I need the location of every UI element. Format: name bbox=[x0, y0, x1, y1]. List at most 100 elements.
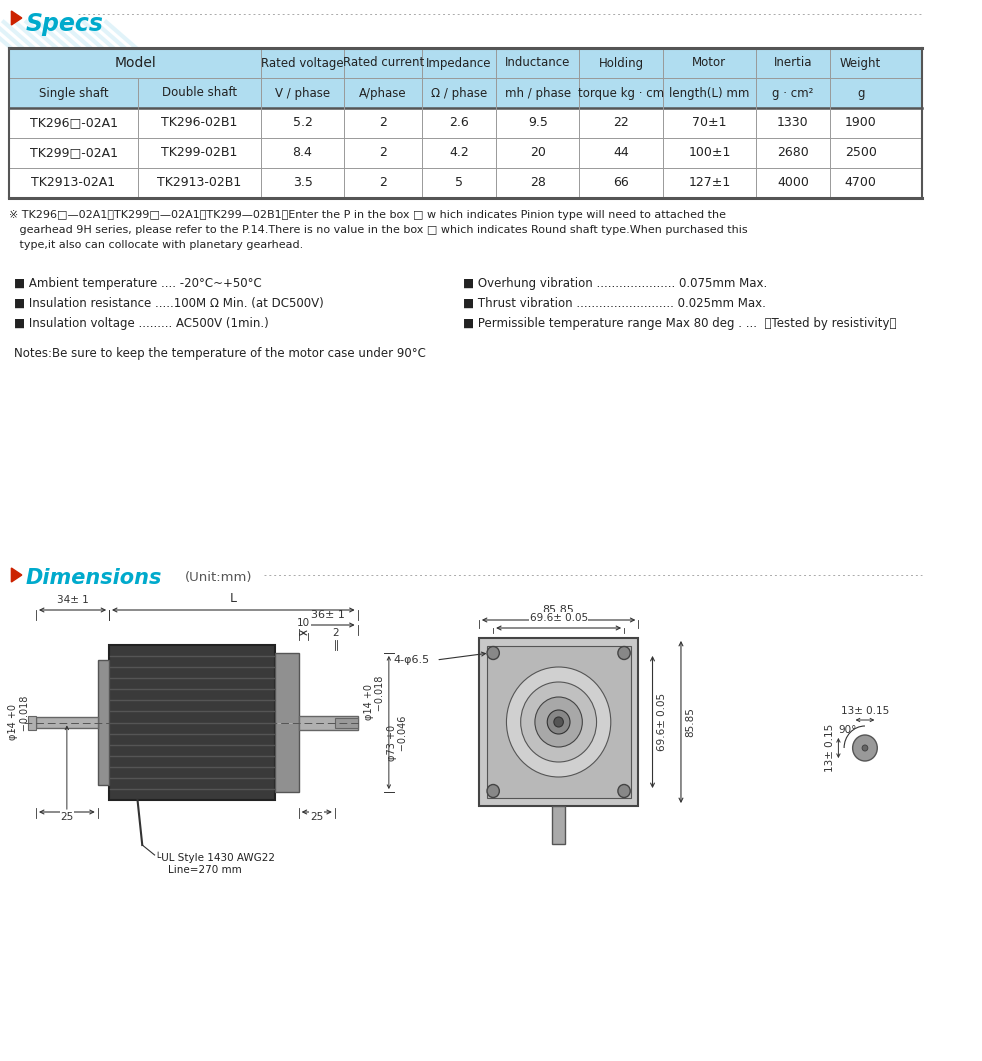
Circle shape bbox=[852, 735, 877, 761]
Text: ■ Insulation resistance .....100M Ω Min. (at DC500V): ■ Insulation resistance .....100M Ω Min.… bbox=[14, 297, 324, 310]
Text: 44: 44 bbox=[614, 146, 629, 159]
Text: 36± 1: 36± 1 bbox=[311, 610, 345, 620]
Bar bbox=[10, 48, 922, 108]
Text: Rated voltage: Rated voltage bbox=[261, 56, 344, 70]
Text: 2.6: 2.6 bbox=[449, 117, 469, 129]
Text: 4-φ6.5: 4-φ6.5 bbox=[394, 655, 430, 665]
Circle shape bbox=[862, 745, 868, 751]
Text: Specs: Specs bbox=[26, 12, 104, 36]
Text: φ73 +0
      −0.046: φ73 +0 −0.046 bbox=[387, 715, 409, 769]
Text: gearhead 9H series, please refer to the P.14.There is no value in the box □ whic: gearhead 9H series, please refer to the … bbox=[10, 225, 748, 234]
Text: (Unit:mm): (Unit:mm) bbox=[185, 572, 252, 585]
Text: length(L) mm: length(L) mm bbox=[669, 87, 749, 100]
Text: 34± 1: 34± 1 bbox=[57, 595, 88, 605]
Text: Inertia: Inertia bbox=[774, 56, 812, 70]
Text: A/phase: A/phase bbox=[359, 87, 407, 100]
Text: Notes:Be sure to keep the temperature of the motor case under 90°C: Notes:Be sure to keep the temperature of… bbox=[14, 347, 426, 360]
Text: 2680: 2680 bbox=[777, 146, 809, 159]
Text: g: g bbox=[857, 87, 864, 100]
Text: 1900: 1900 bbox=[845, 117, 877, 129]
Text: 69.6± 0.05: 69.6± 0.05 bbox=[657, 693, 667, 751]
Text: 85.85: 85.85 bbox=[543, 605, 574, 615]
Text: Motor: Motor bbox=[692, 56, 727, 70]
Text: Dimensions: Dimensions bbox=[26, 568, 162, 588]
Text: 13± 0.15: 13± 0.15 bbox=[841, 706, 889, 716]
Text: 2: 2 bbox=[379, 117, 387, 129]
Text: 66: 66 bbox=[614, 176, 629, 190]
Text: 9.5: 9.5 bbox=[527, 117, 548, 129]
Text: mh / phase: mh / phase bbox=[505, 87, 571, 100]
Text: Rated current: Rated current bbox=[343, 56, 424, 70]
Text: 2: 2 bbox=[379, 176, 387, 190]
Bar bbox=[36, 717, 97, 728]
Text: 5.2: 5.2 bbox=[293, 117, 312, 129]
Text: ■ Overhung vibration ..................... 0.075mm Max.: ■ Overhung vibration ...................… bbox=[463, 277, 767, 290]
Text: V / phase: V / phase bbox=[275, 87, 330, 100]
Text: 100±1: 100±1 bbox=[688, 146, 731, 159]
Text: Double shaft: Double shaft bbox=[162, 87, 237, 100]
Text: 4000: 4000 bbox=[777, 176, 809, 190]
Text: 90°: 90° bbox=[839, 725, 857, 735]
Circle shape bbox=[487, 646, 499, 660]
Text: ■ Permissible temperature range Max 80 deg . ...  （Tested by resistivity）: ■ Permissible temperature range Max 80 d… bbox=[463, 317, 897, 330]
Text: 13± 0.15: 13± 0.15 bbox=[825, 724, 835, 772]
Circle shape bbox=[507, 667, 611, 777]
Text: 10: 10 bbox=[297, 618, 310, 628]
Text: ■ Insulation voltage ......... AC500V (1min.): ■ Insulation voltage ......... AC500V (1… bbox=[14, 317, 269, 330]
Text: 85.85: 85.85 bbox=[685, 707, 695, 737]
Text: TK299-02B1: TK299-02B1 bbox=[161, 146, 238, 159]
Bar bbox=[97, 660, 109, 785]
Text: 2500: 2500 bbox=[845, 146, 877, 159]
Circle shape bbox=[618, 784, 630, 798]
Bar bbox=[335, 717, 357, 728]
Text: TK296-02B1: TK296-02B1 bbox=[161, 117, 238, 129]
Text: ■ Ambient temperature .... -20°C~+50°C: ■ Ambient temperature .... -20°C~+50°C bbox=[14, 277, 262, 290]
Text: 1330: 1330 bbox=[777, 117, 809, 129]
Bar bbox=[275, 653, 299, 792]
Polygon shape bbox=[12, 11, 22, 25]
Text: 5: 5 bbox=[455, 176, 464, 190]
Text: 4700: 4700 bbox=[845, 176, 877, 190]
Text: TK299□-02A1: TK299□-02A1 bbox=[29, 146, 118, 159]
Text: torque kg · cm: torque kg · cm bbox=[578, 87, 664, 100]
Text: 25: 25 bbox=[60, 812, 74, 822]
Text: Inductance: Inductance bbox=[505, 56, 571, 70]
Circle shape bbox=[520, 682, 596, 762]
Bar bbox=[28, 715, 36, 730]
Text: 3.5: 3.5 bbox=[293, 176, 312, 190]
Text: TK296□-02A1: TK296□-02A1 bbox=[29, 117, 118, 129]
Text: 127±1: 127±1 bbox=[688, 176, 731, 190]
Text: 2: 2 bbox=[379, 146, 387, 159]
Text: Ω / phase: Ω / phase bbox=[431, 87, 487, 100]
Text: 70±1: 70±1 bbox=[692, 117, 727, 129]
Circle shape bbox=[487, 784, 499, 798]
Bar bbox=[552, 806, 566, 843]
Bar bbox=[486, 646, 630, 798]
Text: 2: 2 bbox=[333, 628, 339, 638]
Text: 8.4: 8.4 bbox=[293, 146, 312, 159]
Text: Model: Model bbox=[114, 56, 156, 70]
Text: g · cm²: g · cm² bbox=[772, 87, 813, 100]
Text: Holding: Holding bbox=[599, 56, 644, 70]
Circle shape bbox=[554, 717, 564, 727]
Text: Weight: Weight bbox=[840, 56, 881, 70]
Text: 28: 28 bbox=[530, 176, 546, 190]
Bar bbox=[299, 715, 357, 730]
Circle shape bbox=[535, 697, 582, 747]
Text: type,it also can collocate with planetary gearhead.: type,it also can collocate with planetar… bbox=[10, 240, 303, 250]
Circle shape bbox=[618, 646, 630, 660]
Text: TK2913-02A1: TK2913-02A1 bbox=[31, 176, 116, 190]
Text: 20: 20 bbox=[530, 146, 546, 159]
Text: 4.2: 4.2 bbox=[449, 146, 469, 159]
Text: φ14 +0
      −0.018: φ14 +0 −0.018 bbox=[8, 695, 29, 750]
Text: ■ Thrust vibration .......................... 0.025mm Max.: ■ Thrust vibration .....................… bbox=[463, 297, 766, 310]
Bar bbox=[10, 108, 922, 138]
Bar bbox=[10, 168, 922, 198]
Text: φ14 +0
      −0.018: φ14 +0 −0.018 bbox=[363, 675, 385, 730]
Text: 25: 25 bbox=[310, 812, 323, 822]
Bar bbox=[10, 138, 922, 168]
Text: TK2913-02B1: TK2913-02B1 bbox=[157, 176, 242, 190]
Polygon shape bbox=[12, 568, 22, 582]
Bar bbox=[479, 638, 638, 806]
Circle shape bbox=[547, 710, 570, 734]
